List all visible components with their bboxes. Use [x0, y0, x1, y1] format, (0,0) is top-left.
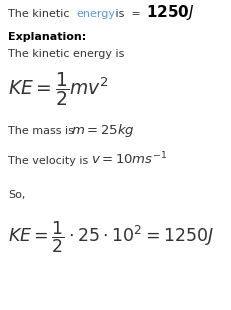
- Text: The mass is: The mass is: [8, 126, 77, 136]
- Text: So,: So,: [8, 190, 25, 200]
- Text: $\mathbf{1250}$$\mathit{J}$: $\mathbf{1250}$$\mathit{J}$: [146, 3, 195, 22]
- Text: $KE = \dfrac{1}{2} \cdot 25 \cdot 10^2 = 1250J$: $KE = \dfrac{1}{2} \cdot 25 \cdot 10^2 =…: [8, 219, 214, 255]
- Text: $v = 10ms^{-1}$: $v = 10ms^{-1}$: [91, 150, 167, 167]
- Text: $KE = \dfrac{1}{2}mv^2$: $KE = \dfrac{1}{2}mv^2$: [8, 70, 109, 108]
- Text: The velocity is: The velocity is: [8, 156, 92, 166]
- Text: The kinetic: The kinetic: [8, 9, 73, 19]
- Text: energy: energy: [76, 9, 115, 19]
- Text: is  =: is =: [112, 9, 144, 19]
- Text: The kinetic energy is: The kinetic energy is: [8, 49, 124, 59]
- Text: Explanation:: Explanation:: [8, 32, 86, 42]
- Text: $m = 25kg$: $m = 25kg$: [71, 122, 135, 139]
